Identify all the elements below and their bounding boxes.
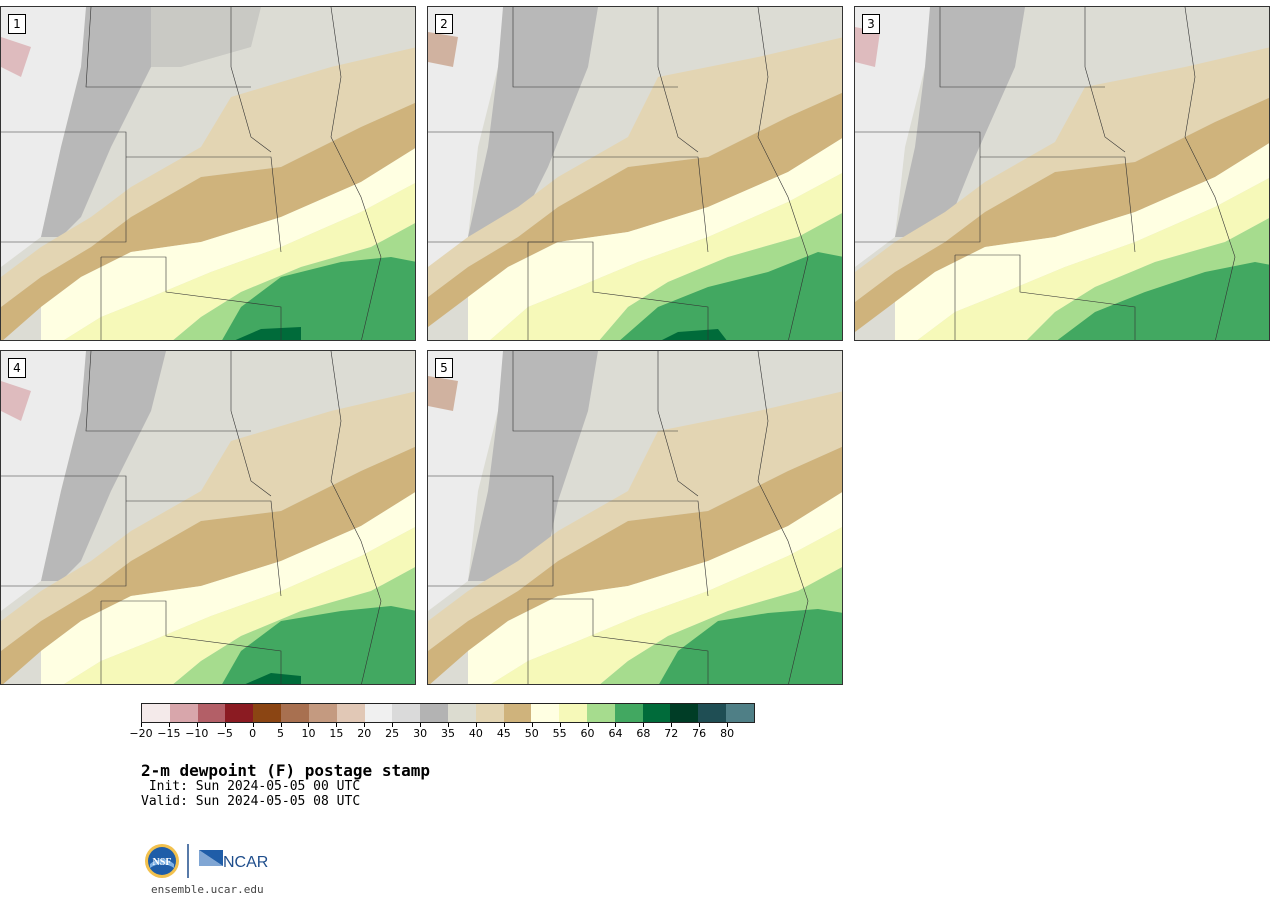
colorbar (141, 703, 755, 723)
colorbar-tickmark (308, 723, 310, 727)
panel-number-badge: 1 (8, 14, 26, 34)
colorbar-tick-label: 60 (580, 727, 595, 740)
colorbar-tickmark (448, 723, 449, 727)
panel-number-badge: 5 (435, 358, 453, 378)
colorbar-tick-label: −5 (216, 727, 233, 740)
colorbar-tickmark (252, 723, 254, 727)
colorbar-cell (169, 704, 198, 722)
colorbar-tickmark (671, 723, 673, 727)
colorbar-tickmark (168, 723, 170, 727)
colorbar-cell (142, 704, 170, 722)
ncar-logo-text: NCAR (223, 854, 268, 871)
plot-title: 2-m dewpoint (F) postage stamp (141, 761, 430, 780)
panel-3: 3 (854, 6, 1270, 341)
colorbar-tickmark (643, 723, 645, 727)
colorbar-tickmark (420, 723, 422, 727)
colorbar-cell (642, 704, 671, 722)
colorbar-cell (670, 704, 699, 722)
colorbar-tickmark (699, 723, 701, 727)
colorbar-tick-label: 72 (664, 727, 679, 740)
colorbar-tick-label: 64 (608, 727, 623, 740)
colorbar-tickmark (336, 723, 338, 727)
dewpoint-map-1 (1, 7, 415, 340)
valid-time: Valid: Sun 2024-05-05 08 UTC (141, 794, 361, 809)
colorbar-tickmark (475, 723, 477, 727)
panel-1: 1 (0, 6, 416, 341)
colorbar-tick-label: −15 (157, 727, 181, 740)
panel-2: 2 (427, 6, 843, 341)
colorbar-tickmark (559, 723, 561, 727)
colorbar-tick-label: 76 (692, 727, 707, 740)
colorbar-tickmark (364, 723, 366, 727)
colorbar-tick-label: 80 (720, 727, 735, 740)
colorbar-tick-label: 10 (301, 727, 316, 740)
colorbar-tickmark (392, 723, 394, 727)
colorbar-cell (503, 704, 532, 722)
colorbar-tickmark (615, 723, 617, 727)
colorbar-cell (364, 704, 393, 722)
colorbar-cell (225, 704, 254, 722)
colorbar-tickmark (141, 723, 142, 727)
dewpoint-map-5 (428, 351, 842, 684)
colorbar-cell (392, 704, 421, 722)
colorbar-cell (726, 704, 754, 722)
colorbar-tick-label: 50 (524, 727, 539, 740)
colorbar-cell (281, 704, 309, 722)
colorbar-tick-label: 25 (385, 727, 400, 740)
colorbar-cell (559, 704, 587, 722)
panel-number-badge: 3 (862, 14, 880, 34)
colorbar-cell (531, 704, 560, 722)
colorbar-cell (587, 704, 615, 722)
colorbar-tickmark (727, 723, 729, 727)
colorbar-tick-label: −20 (129, 727, 153, 740)
nsf-logo-text: NSF (153, 857, 172, 868)
nsf-ncar-logo: NSF NCAR (145, 844, 268, 878)
panel-number-badge: 4 (8, 358, 26, 378)
colorbar-cell (253, 704, 282, 722)
panel-number-badge: 2 (435, 14, 453, 34)
site-url: ensemble.ucar.edu (151, 883, 264, 896)
colorbar-cell (614, 704, 643, 722)
nsf-logo: NSF (145, 844, 179, 878)
colorbar-tickmark (531, 723, 533, 727)
colorbar-tickmark (224, 723, 226, 727)
ncar-logo: NCAR (199, 850, 268, 871)
dewpoint-map-3 (855, 7, 1269, 340)
colorbar-tick-label: 55 (552, 727, 567, 740)
colorbar-tick-label: 35 (441, 727, 455, 740)
colorbar-cell (475, 704, 504, 722)
colorbar-tick-label: 15 (329, 727, 344, 740)
colorbar-cell (447, 704, 476, 722)
dewpoint-map-4 (1, 351, 415, 684)
colorbar-cell (336, 704, 365, 722)
colorbar-tick-label: 5 (277, 727, 285, 740)
colorbar-tick-label: 20 (357, 727, 372, 740)
dewpoint-map-2 (428, 7, 842, 340)
init-time: Init: Sun 2024-05-05 00 UTC (141, 779, 361, 794)
logos: NSF NCAR (143, 842, 283, 882)
colorbar-tick-label: 40 (468, 727, 483, 740)
colorbar-tickmark (587, 723, 589, 727)
colorbar-tick-label: −10 (185, 727, 209, 740)
colorbar-tick-labels: −20 −15 −10 −5 0 5 10 15 20 25 30 35 40 45 50 55 60 64 68 7… (129, 723, 755, 741)
colorbar-tick-label: 68 (636, 727, 651, 740)
panel-5: 5 (427, 350, 843, 685)
colorbar-tickmark (196, 723, 198, 727)
colorbar-tick-label: 0 (249, 727, 257, 740)
colorbar-cell (420, 704, 448, 722)
colorbar-cell (197, 704, 226, 722)
colorbar-cell (698, 704, 727, 722)
colorbar-tick-label: 30 (413, 727, 428, 740)
colorbar-cell (308, 704, 337, 722)
colorbar-tickmark (503, 723, 505, 727)
colorbar-tickmark (280, 723, 282, 727)
panel-4: 4 (0, 350, 416, 685)
colorbar-tick-label: 45 (496, 727, 511, 740)
